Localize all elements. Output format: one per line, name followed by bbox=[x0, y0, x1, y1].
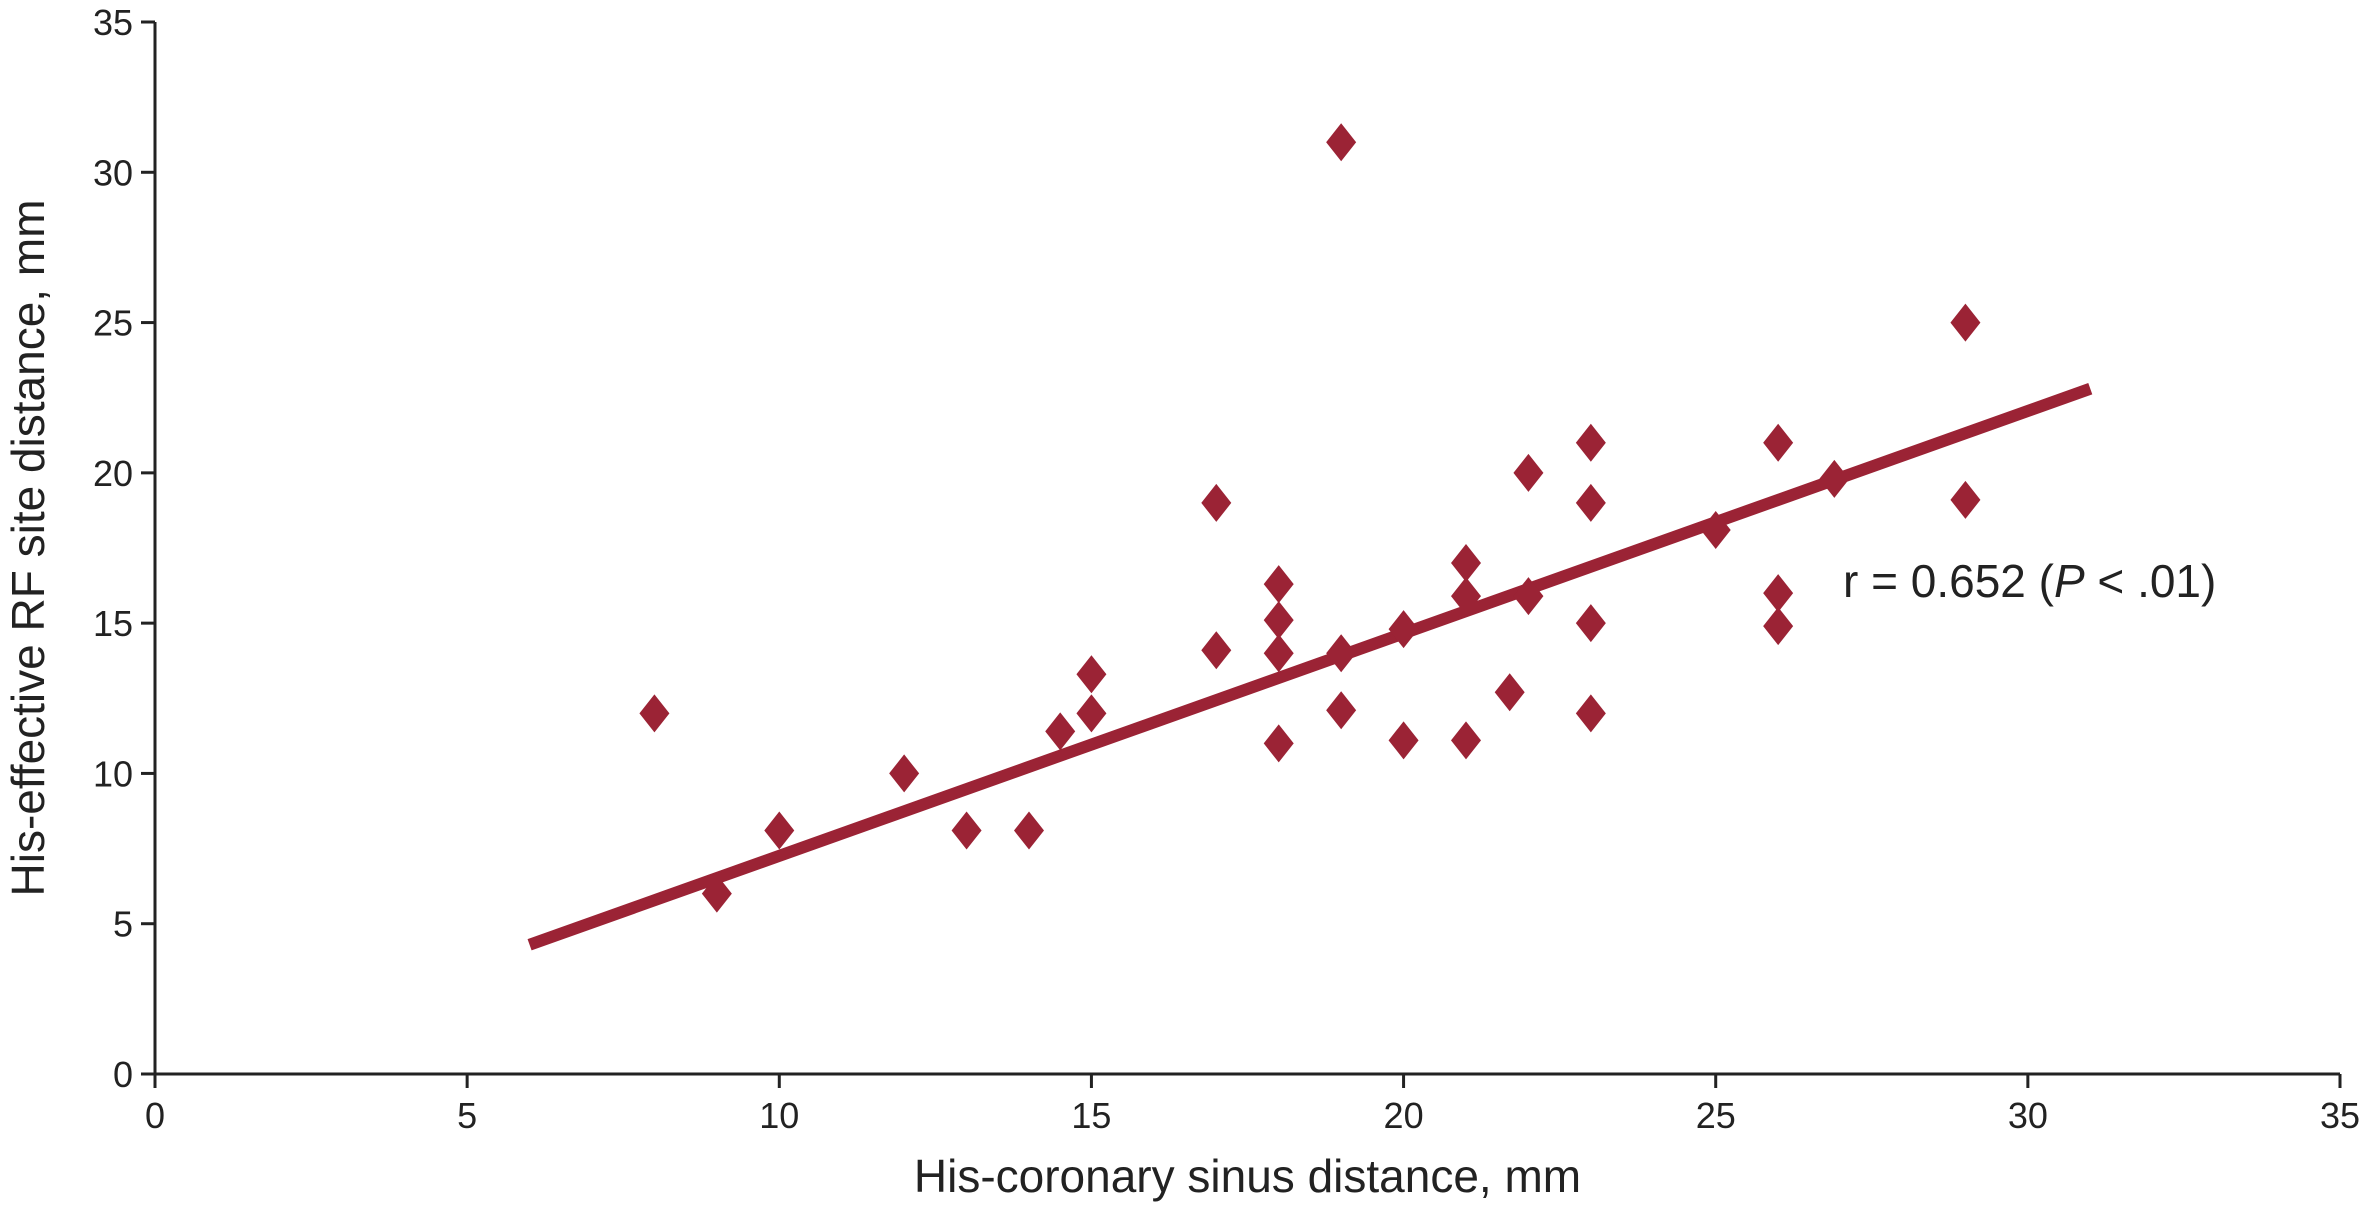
data-point bbox=[1575, 423, 1606, 462]
data-point bbox=[639, 694, 670, 733]
data-point bbox=[764, 811, 795, 850]
data-point bbox=[1513, 453, 1544, 492]
data-point bbox=[1494, 673, 1525, 712]
data-point bbox=[1451, 721, 1481, 760]
annotation-p-italic: P bbox=[2054, 555, 2085, 607]
data-point bbox=[1263, 601, 1294, 640]
regression-line bbox=[527, 383, 2093, 951]
data-point bbox=[1076, 694, 1107, 733]
x-tick-label: 35 bbox=[2320, 1095, 2360, 1136]
data-point bbox=[1388, 610, 1419, 649]
data-point bbox=[1263, 724, 1294, 763]
data-point bbox=[1700, 510, 1731, 549]
x-axis-label: His-coronary sinus distance, mm bbox=[914, 1150, 1581, 1202]
data-point bbox=[1263, 565, 1294, 604]
y-tick-label: 15 bbox=[93, 603, 133, 644]
data-point bbox=[1326, 123, 1357, 162]
data-point bbox=[1326, 691, 1357, 730]
axes bbox=[153, 22, 2340, 1076]
data-point bbox=[1263, 634, 1294, 673]
data-point bbox=[1763, 607, 1794, 646]
annotation-suffix: < .01) bbox=[2085, 555, 2217, 607]
y-tick-label: 0 bbox=[113, 1054, 133, 1095]
y-tick-label: 5 bbox=[113, 904, 133, 945]
x-axis-ticks: 0 5 10 15 20 25 30 35 bbox=[145, 1074, 2360, 1136]
data-point bbox=[1201, 483, 1232, 522]
data-point bbox=[1451, 544, 1481, 583]
data-point bbox=[1388, 721, 1419, 760]
data-point bbox=[1201, 631, 1232, 670]
data-point bbox=[1950, 303, 1981, 342]
y-tick-label: 35 bbox=[93, 2, 133, 43]
data-point bbox=[1014, 811, 1044, 850]
annotation-prefix: r = 0.652 ( bbox=[1843, 555, 2055, 607]
x-tick-label: 20 bbox=[1384, 1095, 1424, 1136]
data-point bbox=[1950, 480, 1981, 519]
y-tick-label: 30 bbox=[93, 152, 133, 193]
data-point bbox=[1763, 574, 1794, 613]
data-point bbox=[1819, 459, 1850, 498]
y-tick-label: 20 bbox=[93, 453, 133, 494]
data-points bbox=[639, 123, 1981, 913]
data-point bbox=[1763, 423, 1794, 462]
data-point bbox=[1451, 577, 1481, 616]
y-tick-label: 10 bbox=[93, 753, 133, 794]
y-axis-label: His-effective RF site distance, mm bbox=[2, 199, 54, 896]
data-point bbox=[889, 754, 920, 793]
x-tick-label: 30 bbox=[2008, 1095, 2048, 1136]
x-tick-label: 5 bbox=[457, 1095, 477, 1136]
x-tick-label: 0 bbox=[145, 1095, 165, 1136]
y-axis-ticks: 0 5 10 15 20 25 30 35 bbox=[93, 2, 155, 1095]
correlation-annotation: r = 0.652 (P < .01) bbox=[1843, 555, 2216, 607]
data-point bbox=[1575, 694, 1606, 733]
data-point bbox=[1575, 604, 1606, 643]
data-point bbox=[1575, 483, 1606, 522]
data-point bbox=[1513, 577, 1544, 616]
x-tick-label: 25 bbox=[1696, 1095, 1736, 1136]
data-point bbox=[1326, 634, 1357, 673]
data-point bbox=[1076, 655, 1107, 694]
y-tick-label: 25 bbox=[93, 303, 133, 344]
x-tick-label: 10 bbox=[759, 1095, 799, 1136]
data-point bbox=[701, 874, 732, 913]
x-tick-label: 15 bbox=[1071, 1095, 1111, 1136]
data-point bbox=[1045, 712, 1076, 751]
data-point bbox=[951, 811, 982, 850]
